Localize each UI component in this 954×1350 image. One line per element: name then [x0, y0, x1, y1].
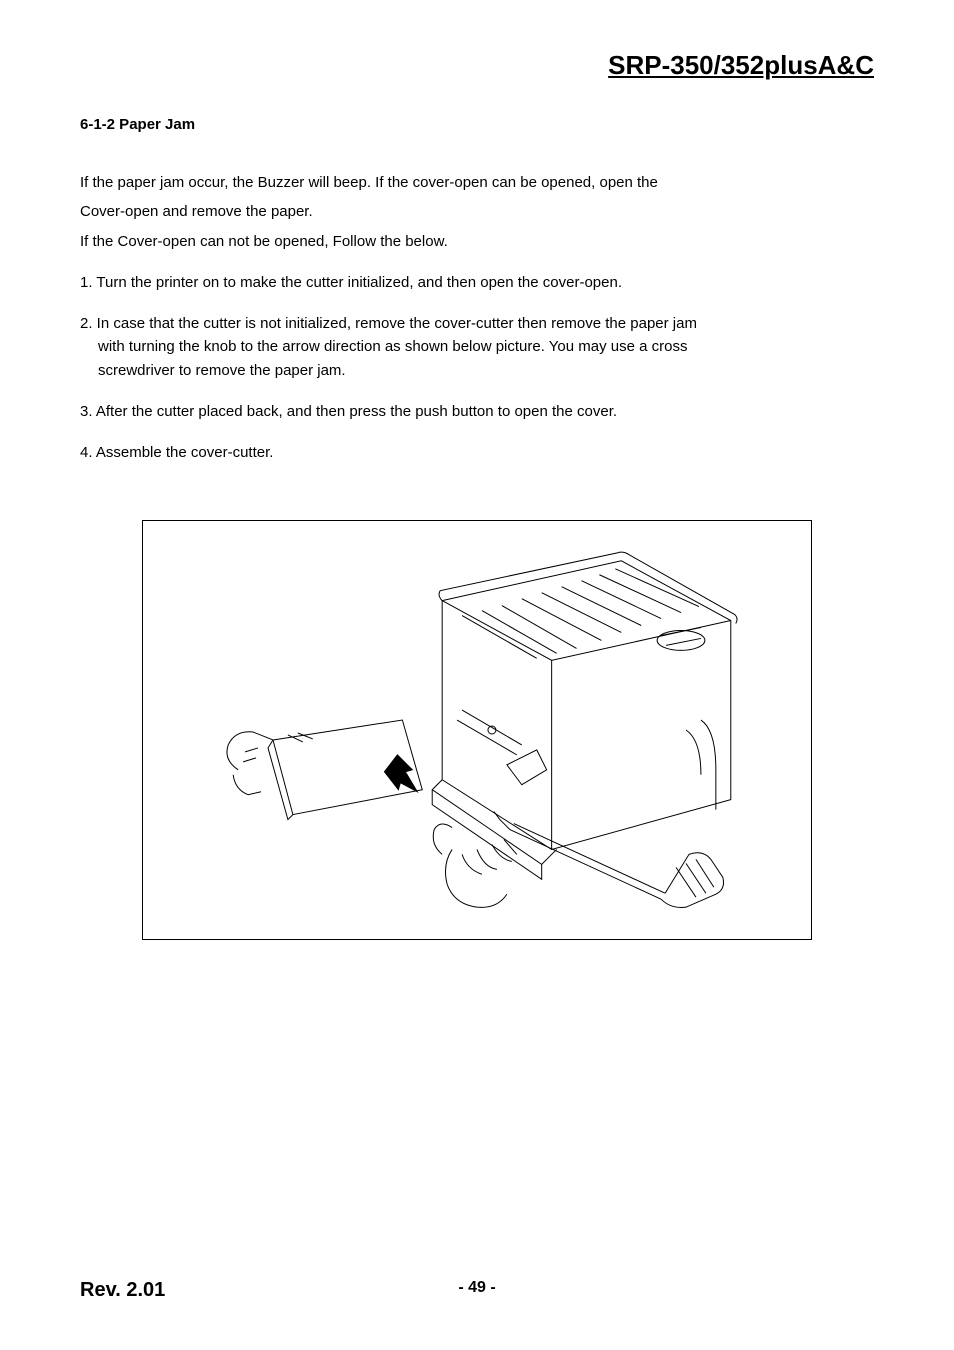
document-page: SRP-350/352plusA&C 6-1-2 Paper Jam If th… — [0, 0, 954, 1350]
footer-page-number: - 49 - — [458, 1279, 495, 1297]
step-3-line-1: 3. After the cutter placed back, and the… — [80, 400, 874, 423]
document-header-title: SRP-350/352plusA&C — [80, 50, 874, 81]
figure-container — [142, 520, 812, 940]
footer-revision: Rev. 2.01 — [80, 1279, 165, 1302]
step-2-line-1: 2. In case that the cutter is not initia… — [80, 312, 874, 335]
step-4-line-1: 4. Assemble the cover-cutter. — [80, 441, 874, 464]
page-footer: Rev. 2.01 - 49 - — [80, 1279, 874, 1302]
step-1: 1. Turn the printer on to make the cutte… — [80, 271, 874, 294]
intro-paragraph: If the paper jam occur, the Buzzer will … — [80, 171, 874, 253]
step-2-line-2: with turning the knob to the arrow direc… — [80, 335, 874, 358]
printer-illustration — [143, 521, 811, 939]
step-1-line-1: 1. Turn the printer on to make the cutte… — [80, 271, 874, 294]
section-heading: 6-1-2 Paper Jam — [80, 116, 874, 133]
step-2-line-3: screwdriver to remove the paper jam. — [80, 359, 874, 382]
intro-line-1: If the paper jam occur, the Buzzer will … — [80, 171, 874, 194]
step-3: 3. After the cutter placed back, and the… — [80, 400, 874, 423]
intro-line-2: Cover-open and remove the paper. — [80, 200, 874, 223]
step-4: 4. Assemble the cover-cutter. — [80, 441, 874, 464]
intro-line-3: If the Cover-open can not be opened, Fol… — [80, 230, 874, 253]
step-2: 2. In case that the cutter is not initia… — [80, 312, 874, 382]
direction-arrow-icon — [384, 755, 417, 792]
